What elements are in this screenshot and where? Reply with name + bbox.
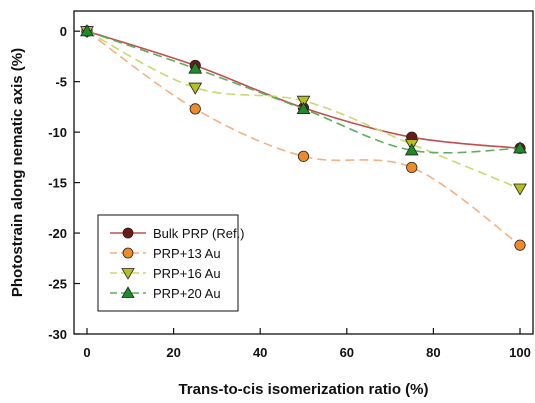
data-point	[296, 101, 311, 114]
plot-border	[73, 10, 534, 335]
data-point	[297, 150, 310, 162]
y-tick-label: 0	[60, 24, 67, 39]
legend-marker	[121, 286, 135, 298]
y-tick-label: -10	[48, 125, 67, 140]
x-tick-label: 100	[509, 345, 531, 360]
x-tick-label: 20	[166, 345, 180, 360]
series-0	[81, 25, 526, 154]
data-point	[296, 95, 311, 108]
data-point	[188, 82, 203, 95]
x-tick-label: 60	[340, 345, 354, 360]
x-tick-label: 80	[426, 345, 440, 360]
legend-label: PRP+13 Au	[153, 246, 221, 261]
plot-frame	[73, 10, 534, 335]
legend-label: PRP+20 Au	[153, 286, 221, 301]
y-tick-label: -25	[48, 277, 67, 292]
y-axis-ticks: 0 -5 -10 -15 -20 -25 -30	[48, 24, 80, 342]
y-tick-label: -15	[48, 176, 67, 191]
data-point	[189, 103, 201, 115]
series-line	[86, 30, 521, 246]
series-3	[80, 24, 527, 156]
x-tick-label: 0	[83, 345, 90, 360]
legend-label: PRP+16 Au	[153, 266, 221, 281]
y-tick-label: -30	[48, 327, 67, 342]
data-point	[80, 24, 94, 37]
legend-marker	[122, 227, 134, 239]
x-axis-ticks: 0 20 40 60 80 100	[83, 328, 531, 360]
series-layer	[80, 24, 527, 251]
legend-marker	[121, 268, 135, 280]
legend-label: Bulk PRP (Ref.)	[153, 226, 245, 241]
series-line	[86, 30, 521, 154]
series-line	[86, 30, 521, 150]
y-tick-label: -5	[55, 75, 67, 90]
x-axis-title: Trans-to-cis isomerization ratio (%)	[178, 381, 428, 398]
data-point	[404, 143, 419, 156]
y-axis-title: Photostrain along nematic axis (%)	[9, 48, 26, 297]
legend-box	[97, 214, 239, 312]
data-point	[514, 239, 526, 251]
data-point	[513, 141, 527, 154]
legend-marker	[122, 247, 134, 259]
legend: Bulk PRP (Ref.) PRP+13 Au PRP+16 Au PRP+20 …	[97, 214, 245, 312]
y-tick-label: -20	[48, 226, 67, 241]
x-tick-label: 40	[253, 345, 267, 360]
series-2	[80, 26, 527, 196]
data-point	[406, 161, 418, 174]
data-point	[513, 183, 527, 196]
data-point	[188, 61, 203, 74]
